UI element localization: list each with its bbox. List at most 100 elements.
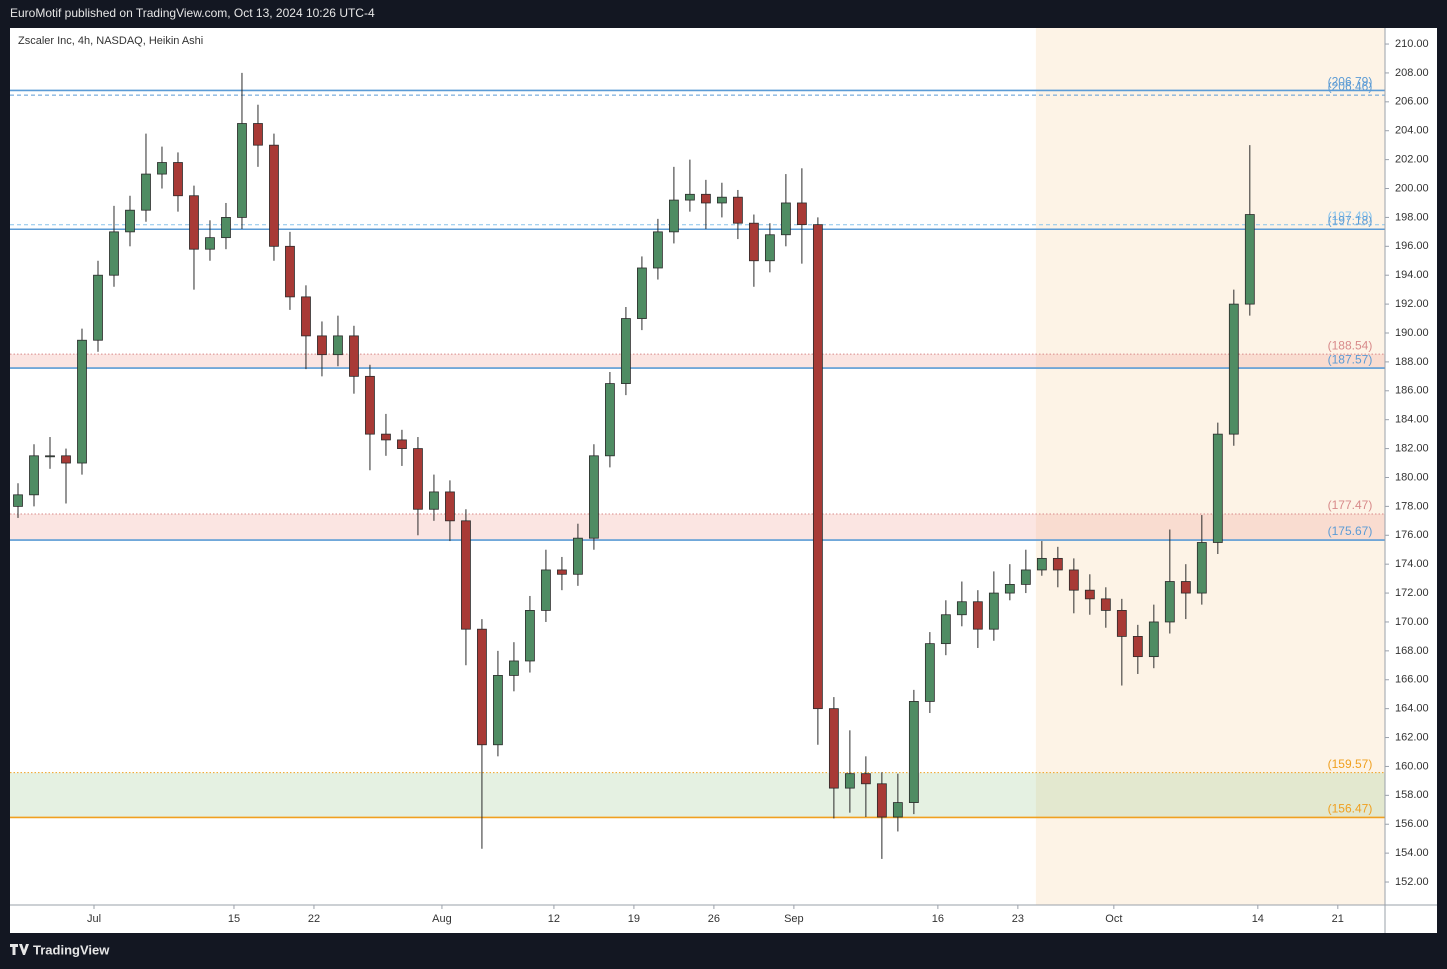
candle-body — [1212, 433, 1223, 543]
y-tick-label: 184.00 — [1395, 414, 1429, 426]
candle-body — [333, 335, 343, 356]
level-label: (177.47) — [1328, 498, 1373, 512]
y-tick-label: 188.00 — [1395, 356, 1429, 368]
y-tick-label: 168.00 — [1395, 645, 1429, 657]
candle-body — [269, 144, 279, 247]
y-tick-label: 164.00 — [1395, 703, 1429, 715]
level-label: (159.57) — [1328, 757, 1373, 771]
shaded-range — [1035, 28, 1385, 905]
publish-info: EuroMotif published on TradingView.com, … — [10, 6, 375, 20]
y-tick-label: 178.00 — [1395, 500, 1429, 512]
candle-body — [1148, 621, 1159, 658]
candle-body — [237, 123, 247, 218]
candle-body — [557, 569, 567, 575]
candle-body — [1132, 636, 1143, 658]
tv-logo — [10, 944, 29, 955]
candle-body — [1228, 303, 1239, 435]
candle-body — [397, 439, 407, 449]
candle-body — [1052, 557, 1063, 571]
x-tick-label: Jul — [87, 913, 101, 925]
candle-body — [1116, 610, 1127, 637]
x-tick-label: Sep — [784, 913, 804, 925]
y-tick-label: 162.00 — [1395, 731, 1429, 743]
level-label: (188.54) — [1328, 338, 1373, 352]
x-tick-label: 15 — [228, 913, 240, 925]
candle-body — [413, 448, 423, 510]
candle-body — [1036, 557, 1047, 571]
candle-body — [109, 231, 119, 276]
candle-body — [205, 237, 215, 250]
candle-body — [509, 660, 519, 676]
candle-body — [780, 202, 791, 236]
candle-body — [125, 209, 135, 233]
candle-body — [716, 196, 727, 204]
candle-body — [1084, 589, 1095, 600]
candle-body — [605, 383, 615, 457]
plot: (206.79)(206.46) (197.49)(197.18) (188.54)… — [10, 28, 1385, 905]
candle-body — [685, 193, 695, 201]
candle-body — [1164, 581, 1175, 623]
candle-body — [764, 234, 775, 262]
x-tick-label: 22 — [308, 913, 320, 925]
candle-body — [892, 802, 903, 818]
candle-body — [157, 162, 167, 175]
candle-body — [860, 773, 871, 785]
candle-body — [477, 628, 487, 746]
candle-body — [13, 494, 23, 507]
candle-body — [429, 491, 439, 510]
y-tick-label: 186.00 — [1395, 385, 1429, 397]
candle-body — [493, 675, 503, 746]
y-tick-label: 206.00 — [1395, 96, 1429, 108]
candle-body — [812, 224, 823, 710]
y-tick-label: 192.00 — [1395, 298, 1429, 310]
y-tick-label: 152.00 — [1395, 876, 1429, 888]
candle-body — [1244, 214, 1255, 305]
level-label: (175.67) — [1328, 524, 1373, 538]
candle-body — [748, 222, 759, 262]
y-tick-label: 210.00 — [1395, 38, 1429, 50]
x-tick-label: 26 — [708, 913, 720, 925]
candle-body — [253, 123, 263, 146]
y-tick-label: 208.00 — [1395, 67, 1429, 79]
y-tick-label: 176.00 — [1395, 529, 1429, 541]
candle-body — [45, 455, 55, 458]
candle-body — [972, 601, 983, 630]
candle-body — [317, 335, 327, 356]
x-tick-label: Aug — [432, 913, 452, 925]
candle-body — [796, 202, 807, 226]
x-tick-label: 14 — [1252, 913, 1264, 925]
candle-body — [173, 162, 183, 197]
y-tick-label: 166.00 — [1395, 674, 1429, 686]
candle-body — [828, 708, 839, 789]
y-tick-label: 194.00 — [1395, 269, 1429, 281]
y-tick-label: 158.00 — [1395, 789, 1429, 801]
candle-body — [732, 196, 743, 224]
candle-body — [541, 569, 551, 611]
x-tick-label: 12 — [548, 913, 560, 925]
candle-body — [700, 193, 711, 204]
y-tick-label: 202.00 — [1395, 154, 1429, 166]
candle-body — [669, 199, 679, 233]
candle-body — [956, 601, 967, 616]
y-tick-label: 182.00 — [1395, 442, 1429, 454]
candle-body — [653, 231, 663, 269]
level-label: (197.18) — [1328, 213, 1373, 227]
candle-body — [445, 491, 455, 522]
y-tick-label: 180.00 — [1395, 471, 1429, 483]
candle-body — [924, 643, 935, 702]
candle-body — [988, 592, 999, 630]
candle-body — [940, 614, 951, 645]
y-tick-label: 154.00 — [1395, 847, 1429, 859]
y-tick-label: 156.00 — [1395, 818, 1429, 830]
candle-body — [1196, 542, 1207, 594]
y-tick-label: 170.00 — [1395, 616, 1429, 628]
candle-body — [1068, 569, 1079, 591]
candle-body — [621, 318, 631, 384]
footer-brand: TradingView — [33, 942, 110, 957]
level-label: (187.57) — [1328, 352, 1373, 366]
x-tick-label: 19 — [628, 913, 640, 925]
candle-body — [93, 274, 103, 341]
x-tick-label: 21 — [1332, 913, 1344, 925]
